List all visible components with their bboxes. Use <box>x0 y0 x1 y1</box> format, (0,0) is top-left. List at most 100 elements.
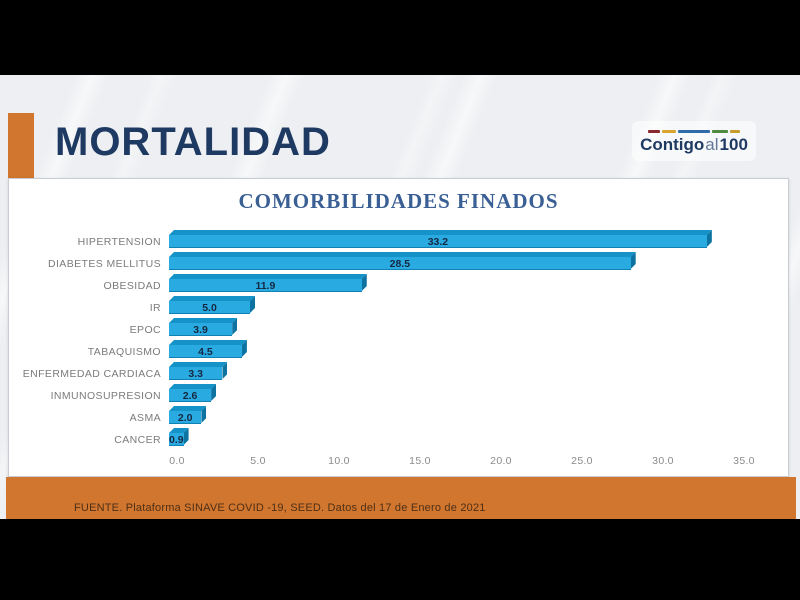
bar-side-face <box>232 318 237 335</box>
bar-top-face <box>169 230 712 235</box>
bar-track: 33.2 <box>169 229 736 251</box>
source-footer: FUENTE. Plataforma SINAVE COVID -19, SEE… <box>6 477 796 519</box>
bar-value-label: 33.2 <box>427 236 449 248</box>
logo-stripe-segment <box>712 129 728 133</box>
bar: 11.9 <box>169 279 362 292</box>
title-accent-bar <box>8 113 34 180</box>
bar: 0.9 <box>169 433 184 446</box>
bar-side-face <box>184 428 189 445</box>
source-text: FUENTE. Plataforma SINAVE COVID -19, SEE… <box>74 502 486 514</box>
logo-text: Contigoal100 <box>638 135 750 155</box>
category-label: TABAQUISMO <box>87 346 161 358</box>
logo-stripe <box>642 129 746 133</box>
bar-top-face <box>169 428 189 433</box>
category-label: INMUNOSUPRESION <box>50 390 161 402</box>
bar-track: 5.0 <box>169 295 736 317</box>
bar-value-label: 2.6 <box>182 390 198 402</box>
bar: 2.6 <box>169 389 211 402</box>
category-label: IR <box>149 302 161 314</box>
bar-top-face <box>169 362 227 367</box>
bar-value-label: 28.5 <box>389 258 411 270</box>
x-tick-label: 5.0 <box>250 455 266 467</box>
bar: 3.9 <box>169 323 232 336</box>
bar-value-label: 0.9 <box>168 434 184 446</box>
bar-track: 2.0 <box>169 405 736 427</box>
bar-top-face <box>169 318 237 323</box>
bar-track: 0.9 <box>169 427 736 449</box>
x-tick-label: 25.0 <box>571 455 593 467</box>
contigo-al-100-logo: Contigoal100 <box>632 121 756 161</box>
bar-side-face <box>250 296 255 313</box>
bar-row: EPOC 3.9 <box>9 317 788 339</box>
letterbox-top <box>0 0 800 75</box>
bar: 28.5 <box>169 257 631 270</box>
logo-stripe-segment <box>678 129 710 133</box>
bar-side-face <box>222 362 227 379</box>
category-label: DIABETES MELLITUS <box>48 258 161 270</box>
bar-side-face <box>631 252 636 269</box>
bar-top-face <box>169 384 216 389</box>
x-tick-label: 15.0 <box>409 455 431 467</box>
logo-word-100: 100 <box>719 135 748 154</box>
bar-top-face <box>169 340 247 345</box>
bar-row: TABAQUISMO 4.5 <box>9 339 788 361</box>
bar-top-face <box>169 274 367 279</box>
x-tick-label: 30.0 <box>652 455 674 467</box>
bar-top-face <box>169 406 206 411</box>
bar-chart: HIPERTENSION 33.2 DIABETES MELLITUS 28.5 OBE… <box>9 229 788 449</box>
bar-track: 28.5 <box>169 251 736 273</box>
bar-value-label: 4.5 <box>198 346 213 358</box>
bar: 2.0 <box>169 411 201 424</box>
bar-row: CANCER 0.9 <box>9 427 788 449</box>
category-label: EPOC <box>129 324 161 336</box>
category-label: OBESIDAD <box>103 280 161 292</box>
presentation-slide: MORTALIDAD Contigoal100 COMORBILIDADES F… <box>0 75 800 519</box>
x-tick-label: 10.0 <box>328 455 350 467</box>
bar-track: 3.9 <box>169 317 736 339</box>
bar-row: HIPERTENSION 33.2 <box>9 229 788 251</box>
bar-row: ENFERMEDAD CARDIACA 3.3 <box>9 361 788 383</box>
logo-word-contigo: Contigo <box>640 135 705 154</box>
x-axis-ticks: 0.0 5.0 10.0 15.0 20.0 25.0 30.0 35.0 <box>169 455 754 469</box>
bar-track: 2.6 <box>169 383 736 405</box>
bar: 3.3 <box>169 367 222 380</box>
bar-track: 11.9 <box>169 273 736 295</box>
slide-title: MORTALIDAD <box>55 120 331 164</box>
logo-stripe-segment <box>730 129 740 133</box>
logo-word-al: al <box>705 135 719 154</box>
bar-row: OBESIDAD 11.9 <box>9 273 788 295</box>
bar-top-face <box>169 252 636 257</box>
bar-value-label: 3.9 <box>193 324 208 336</box>
bar: 33.2 <box>169 235 707 248</box>
bar-side-face <box>242 340 247 357</box>
bar-value-label: 3.3 <box>188 368 204 380</box>
x-tick-label: 0.0 <box>169 455 185 467</box>
logo-stripe-segment <box>648 129 660 133</box>
chart-title: COMORBILIDADES FINADOS <box>238 189 559 213</box>
bar-side-face <box>707 230 712 247</box>
bar-value-label: 2.0 <box>177 412 193 424</box>
bar-value-label: 5.0 <box>202 302 217 314</box>
bar: 4.5 <box>169 345 242 358</box>
bar-row: INMUNOSUPRESION 2.6 <box>9 383 788 405</box>
x-tick-label: 35.0 <box>733 455 755 467</box>
bar-side-face <box>362 274 367 291</box>
category-label: CANCER <box>114 434 161 446</box>
category-label: ENFERMEDAD CARDIACA <box>22 368 161 380</box>
bar-side-face <box>201 406 206 423</box>
bar: 5.0 <box>169 301 250 314</box>
x-tick-label: 20.0 <box>490 455 512 467</box>
bar-top-face <box>169 296 255 301</box>
bar-row: ASMA 2.0 <box>9 405 788 427</box>
bar-row: DIABETES MELLITUS 28.5 <box>9 251 788 273</box>
category-label: ASMA <box>129 412 161 424</box>
logo-stripe-segment <box>662 129 676 133</box>
bar-row: IR 5.0 <box>9 295 788 317</box>
bar-track: 4.5 <box>169 339 736 361</box>
chart-panel: COMORBILIDADES FINADOS HIPERTENSION 33.2 D… <box>8 178 789 477</box>
category-label: HIPERTENSION <box>77 236 161 248</box>
letterbox-bottom <box>0 519 800 600</box>
bar-side-face <box>211 384 216 401</box>
bar-track: 3.3 <box>169 361 736 383</box>
